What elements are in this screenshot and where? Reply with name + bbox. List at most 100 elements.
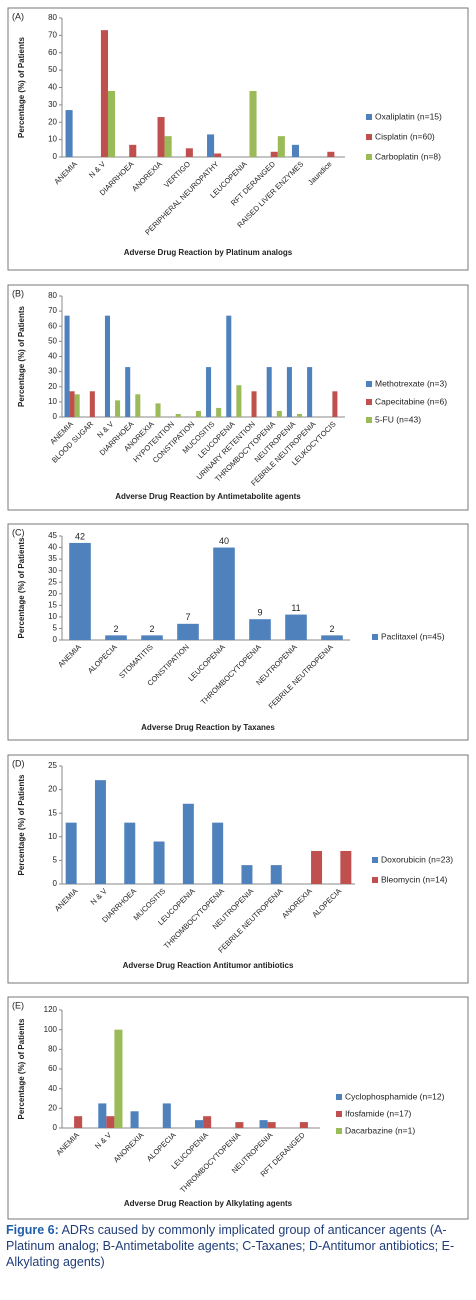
legend-label: Doxorubicin (n=23) [381,854,453,864]
y-tick-label: 50 [48,65,57,74]
x-axis-label: Adverse Drug Reaction by Taxanes [141,723,275,732]
y-tick-label: 20 [48,117,57,126]
legend-swatch [366,114,372,120]
y-tick-label: 0 [53,152,58,161]
data-label: 9 [257,608,262,618]
y-tick-label: 40 [48,543,57,552]
legend-swatch [366,417,372,423]
x-tick-label: ANEMIA [56,642,83,669]
legend-swatch [336,1111,342,1117]
y-tick-label: 5 [53,856,58,865]
bar [104,315,111,417]
caption-text: ADRs caused by commonly implicated group… [6,1223,455,1269]
bar [270,151,278,157]
bar [266,367,272,417]
x-axis-label: Adverse Drug Reaction by Platinum analog… [124,248,293,257]
bar [195,1120,204,1128]
bar [98,1103,107,1128]
bar [332,391,338,417]
y-tick-label: 60 [48,1064,57,1073]
legend-swatch [372,857,378,863]
x-tick-label: ANEMIA [53,886,80,913]
bar [65,110,73,157]
y-tick-label: 0 [53,1123,58,1132]
data-label: 2 [329,624,334,634]
bar [206,367,212,417]
x-tick-label: N & V [89,886,109,906]
panel-frame [7,754,469,984]
y-tick-label: 30 [48,100,57,109]
bar [251,391,257,417]
y-tick-label: 45 [48,531,57,540]
legend-swatch [336,1094,342,1100]
x-tick-label: ANOREXIA [112,1130,146,1164]
legend-label: Capecitabine (n=6) [375,396,447,406]
x-tick-label: FEBRILE NEUTROPENIA [267,642,335,710]
bar [164,136,172,157]
y-axis-label: Percentage (%) of Patients [17,537,26,638]
y-tick-label: 70 [48,306,57,315]
bar [107,90,116,157]
y-tick-label: 20 [48,785,57,794]
data-label: 7 [185,612,190,622]
bar [270,865,282,884]
bar [207,134,215,157]
bar [185,148,193,157]
x-tick-label: N & V [93,1130,113,1150]
y-tick-label: 0 [53,635,58,644]
y-tick-label: 10 [48,832,57,841]
bar [106,1116,115,1128]
bar [299,1122,308,1128]
bar [130,1111,139,1128]
y-tick-label: 60 [48,48,57,57]
legend-label: Dacarbazine (n=1) [345,1125,415,1135]
x-tick-label: ALOPECIA [310,886,343,919]
data-label: 11 [291,603,300,613]
panel-label: (E) [12,1000,24,1010]
x-tick-label: Jaundice [306,159,334,187]
y-axis-label: Percentage (%) of Patients [17,774,26,875]
bar [327,151,335,157]
y-tick-label: 30 [48,566,57,575]
data-label: 2 [113,624,118,634]
x-tick-label: THROMBOCYTOPENIA [178,1130,242,1194]
bar [241,865,253,884]
bar [235,1122,244,1128]
legend-swatch [372,634,378,640]
legend-label: Methotrexate (n=3) [375,378,447,388]
bar [175,413,181,417]
x-axis-label: Adverse Drug Reaction by Antimetabolite … [115,492,301,501]
legend-label: Ifosfamide (n=17) [345,1108,412,1118]
y-tick-label: 15 [48,808,57,817]
y-tick-label: 80 [48,1044,57,1053]
bar [276,410,282,417]
y-tick-label: 10 [48,397,57,406]
bar [216,407,222,417]
bar [64,315,70,417]
y-axis-label: Percentage (%) of Patients [17,1018,26,1119]
bar [249,619,271,640]
legend-label: 5-FU (n=43) [375,414,421,424]
x-tick-label: ALOPECIA [86,642,119,675]
bar [296,413,303,417]
y-tick-label: 25 [48,761,57,770]
legend-label: Cisplatin (n=60) [375,131,435,141]
figure: (A) Adverse Drug Reaction by Platinum ana… [7,7,469,1220]
x-tick-label: ANOREXIA [280,886,314,920]
x-axis-label: Adverse Drug Reaction by Alkylating agen… [124,1199,293,1208]
bar [177,623,199,640]
x-tick-label: ANEMIA [52,159,79,186]
bar [259,1120,268,1128]
bar [74,394,80,417]
bar [277,136,285,157]
legend-swatch [366,399,372,405]
y-axis-label: Percentage (%) of Patients [17,305,26,406]
x-tick-label: THROMBOCYTOPENIA [199,642,263,706]
bar [321,635,343,640]
panel-label: (D) [12,758,25,768]
bar [267,1122,276,1128]
y-tick-label: 40 [48,83,57,92]
bar [105,635,127,640]
y-tick-label: 0 [53,412,58,421]
x-tick-label: N & V [87,159,107,179]
